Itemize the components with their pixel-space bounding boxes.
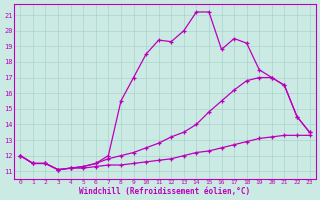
X-axis label: Windchill (Refroidissement éolien,°C): Windchill (Refroidissement éolien,°C) (79, 187, 251, 196)
